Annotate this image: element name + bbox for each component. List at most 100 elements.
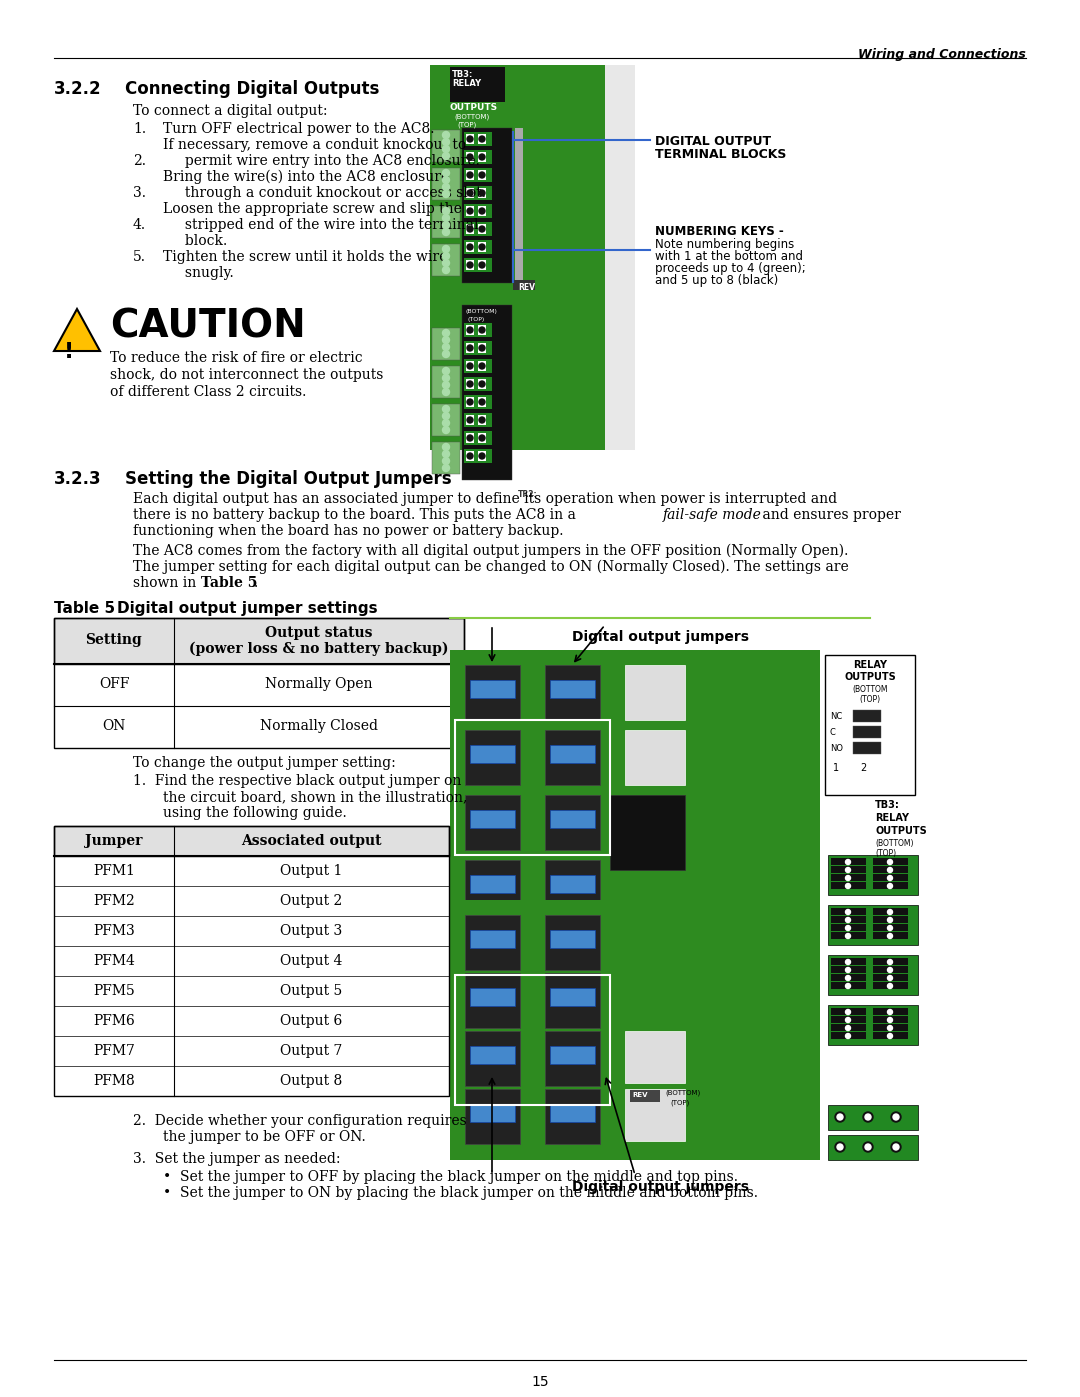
Text: Each digital output has an associated jumper to define its operation when power : Each digital output has an associated ju… <box>133 492 837 506</box>
Text: Note numbering begins: Note numbering begins <box>654 237 794 251</box>
Circle shape <box>443 253 449 260</box>
Circle shape <box>443 190 449 197</box>
FancyBboxPatch shape <box>873 908 908 915</box>
FancyBboxPatch shape <box>873 916 908 923</box>
FancyBboxPatch shape <box>478 170 486 180</box>
Circle shape <box>846 1017 851 1023</box>
FancyBboxPatch shape <box>465 397 474 407</box>
Circle shape <box>480 172 485 177</box>
FancyBboxPatch shape <box>465 224 474 235</box>
Text: 3.: 3. <box>133 186 146 200</box>
FancyBboxPatch shape <box>470 875 515 893</box>
Circle shape <box>865 1144 870 1150</box>
Circle shape <box>846 868 851 873</box>
FancyBboxPatch shape <box>470 1046 515 1065</box>
Text: Associated output: Associated output <box>241 834 381 848</box>
Circle shape <box>443 374 449 381</box>
Text: Normally Open: Normally Open <box>266 678 373 692</box>
Text: Output 5: Output 5 <box>280 983 342 997</box>
FancyBboxPatch shape <box>465 170 474 180</box>
Circle shape <box>443 351 449 358</box>
Text: PFM5: PFM5 <box>93 983 135 997</box>
Text: (BOTTOM): (BOTTOM) <box>465 309 497 314</box>
Text: REV: REV <box>518 284 535 292</box>
Text: !: ! <box>64 342 75 362</box>
Text: (TOP): (TOP) <box>860 694 880 704</box>
FancyBboxPatch shape <box>465 915 519 970</box>
Circle shape <box>443 246 449 253</box>
Circle shape <box>480 400 485 405</box>
FancyBboxPatch shape <box>465 861 519 915</box>
FancyBboxPatch shape <box>478 433 486 443</box>
FancyBboxPatch shape <box>550 1104 595 1122</box>
Circle shape <box>467 172 473 177</box>
Text: TR2:: TR2: <box>518 490 538 499</box>
FancyBboxPatch shape <box>831 923 866 930</box>
FancyBboxPatch shape <box>610 795 685 870</box>
Text: If necessary, remove a conduit knockout to: If necessary, remove a conduit knockout … <box>163 138 467 152</box>
FancyBboxPatch shape <box>465 731 519 785</box>
FancyBboxPatch shape <box>478 205 486 217</box>
Text: PFM4: PFM4 <box>93 954 135 968</box>
FancyBboxPatch shape <box>464 204 492 218</box>
Circle shape <box>443 267 449 274</box>
Circle shape <box>888 918 892 922</box>
FancyBboxPatch shape <box>465 134 474 144</box>
FancyBboxPatch shape <box>873 1032 908 1039</box>
Text: PFM7: PFM7 <box>93 1044 135 1058</box>
Circle shape <box>443 388 449 395</box>
Text: and ensures proper: and ensures proper <box>758 509 901 522</box>
FancyBboxPatch shape <box>54 826 449 856</box>
Circle shape <box>846 859 851 865</box>
Circle shape <box>893 1144 899 1150</box>
Text: ON: ON <box>103 719 125 733</box>
Circle shape <box>888 975 892 981</box>
Circle shape <box>443 381 449 388</box>
FancyBboxPatch shape <box>831 1032 866 1039</box>
FancyBboxPatch shape <box>831 958 866 965</box>
FancyBboxPatch shape <box>873 858 908 865</box>
FancyBboxPatch shape <box>550 1046 595 1065</box>
FancyBboxPatch shape <box>432 366 460 398</box>
Circle shape <box>443 443 449 450</box>
Text: through a conduit knockout or access slot.: through a conduit knockout or access slo… <box>163 186 486 200</box>
FancyBboxPatch shape <box>465 242 474 251</box>
Text: Normally Closed: Normally Closed <box>260 719 378 733</box>
FancyBboxPatch shape <box>550 810 595 828</box>
FancyBboxPatch shape <box>478 360 486 372</box>
Circle shape <box>846 983 851 989</box>
Text: Output status: Output status <box>266 626 373 640</box>
FancyBboxPatch shape <box>465 152 474 162</box>
FancyBboxPatch shape <box>432 130 460 162</box>
FancyBboxPatch shape <box>465 972 519 1028</box>
Text: Turn OFF electrical power to the AC8.: Turn OFF electrical power to the AC8. <box>163 122 434 136</box>
Circle shape <box>888 968 892 972</box>
FancyBboxPatch shape <box>545 972 600 1028</box>
Circle shape <box>467 208 473 214</box>
Circle shape <box>846 968 851 972</box>
Text: block.: block. <box>163 235 227 249</box>
Circle shape <box>480 416 485 423</box>
Circle shape <box>443 229 449 236</box>
Circle shape <box>888 876 892 880</box>
Text: and 5 up to 8 (black): and 5 up to 8 (black) <box>654 274 779 286</box>
FancyBboxPatch shape <box>625 731 685 785</box>
Circle shape <box>467 363 473 369</box>
FancyBboxPatch shape <box>831 1024 866 1031</box>
FancyBboxPatch shape <box>515 129 523 284</box>
FancyBboxPatch shape <box>450 900 820 1150</box>
FancyBboxPatch shape <box>873 1024 908 1031</box>
Text: 15: 15 <box>531 1375 549 1389</box>
FancyBboxPatch shape <box>464 432 492 446</box>
FancyBboxPatch shape <box>464 222 492 236</box>
FancyBboxPatch shape <box>550 875 595 893</box>
Circle shape <box>443 412 449 419</box>
Circle shape <box>480 345 485 351</box>
FancyBboxPatch shape <box>450 67 505 102</box>
Text: Output 1: Output 1 <box>280 863 342 877</box>
FancyBboxPatch shape <box>478 189 486 198</box>
FancyBboxPatch shape <box>478 415 486 425</box>
Text: TERMINAL BLOCKS: TERMINAL BLOCKS <box>654 148 786 161</box>
FancyBboxPatch shape <box>465 415 474 425</box>
Circle shape <box>480 263 485 268</box>
